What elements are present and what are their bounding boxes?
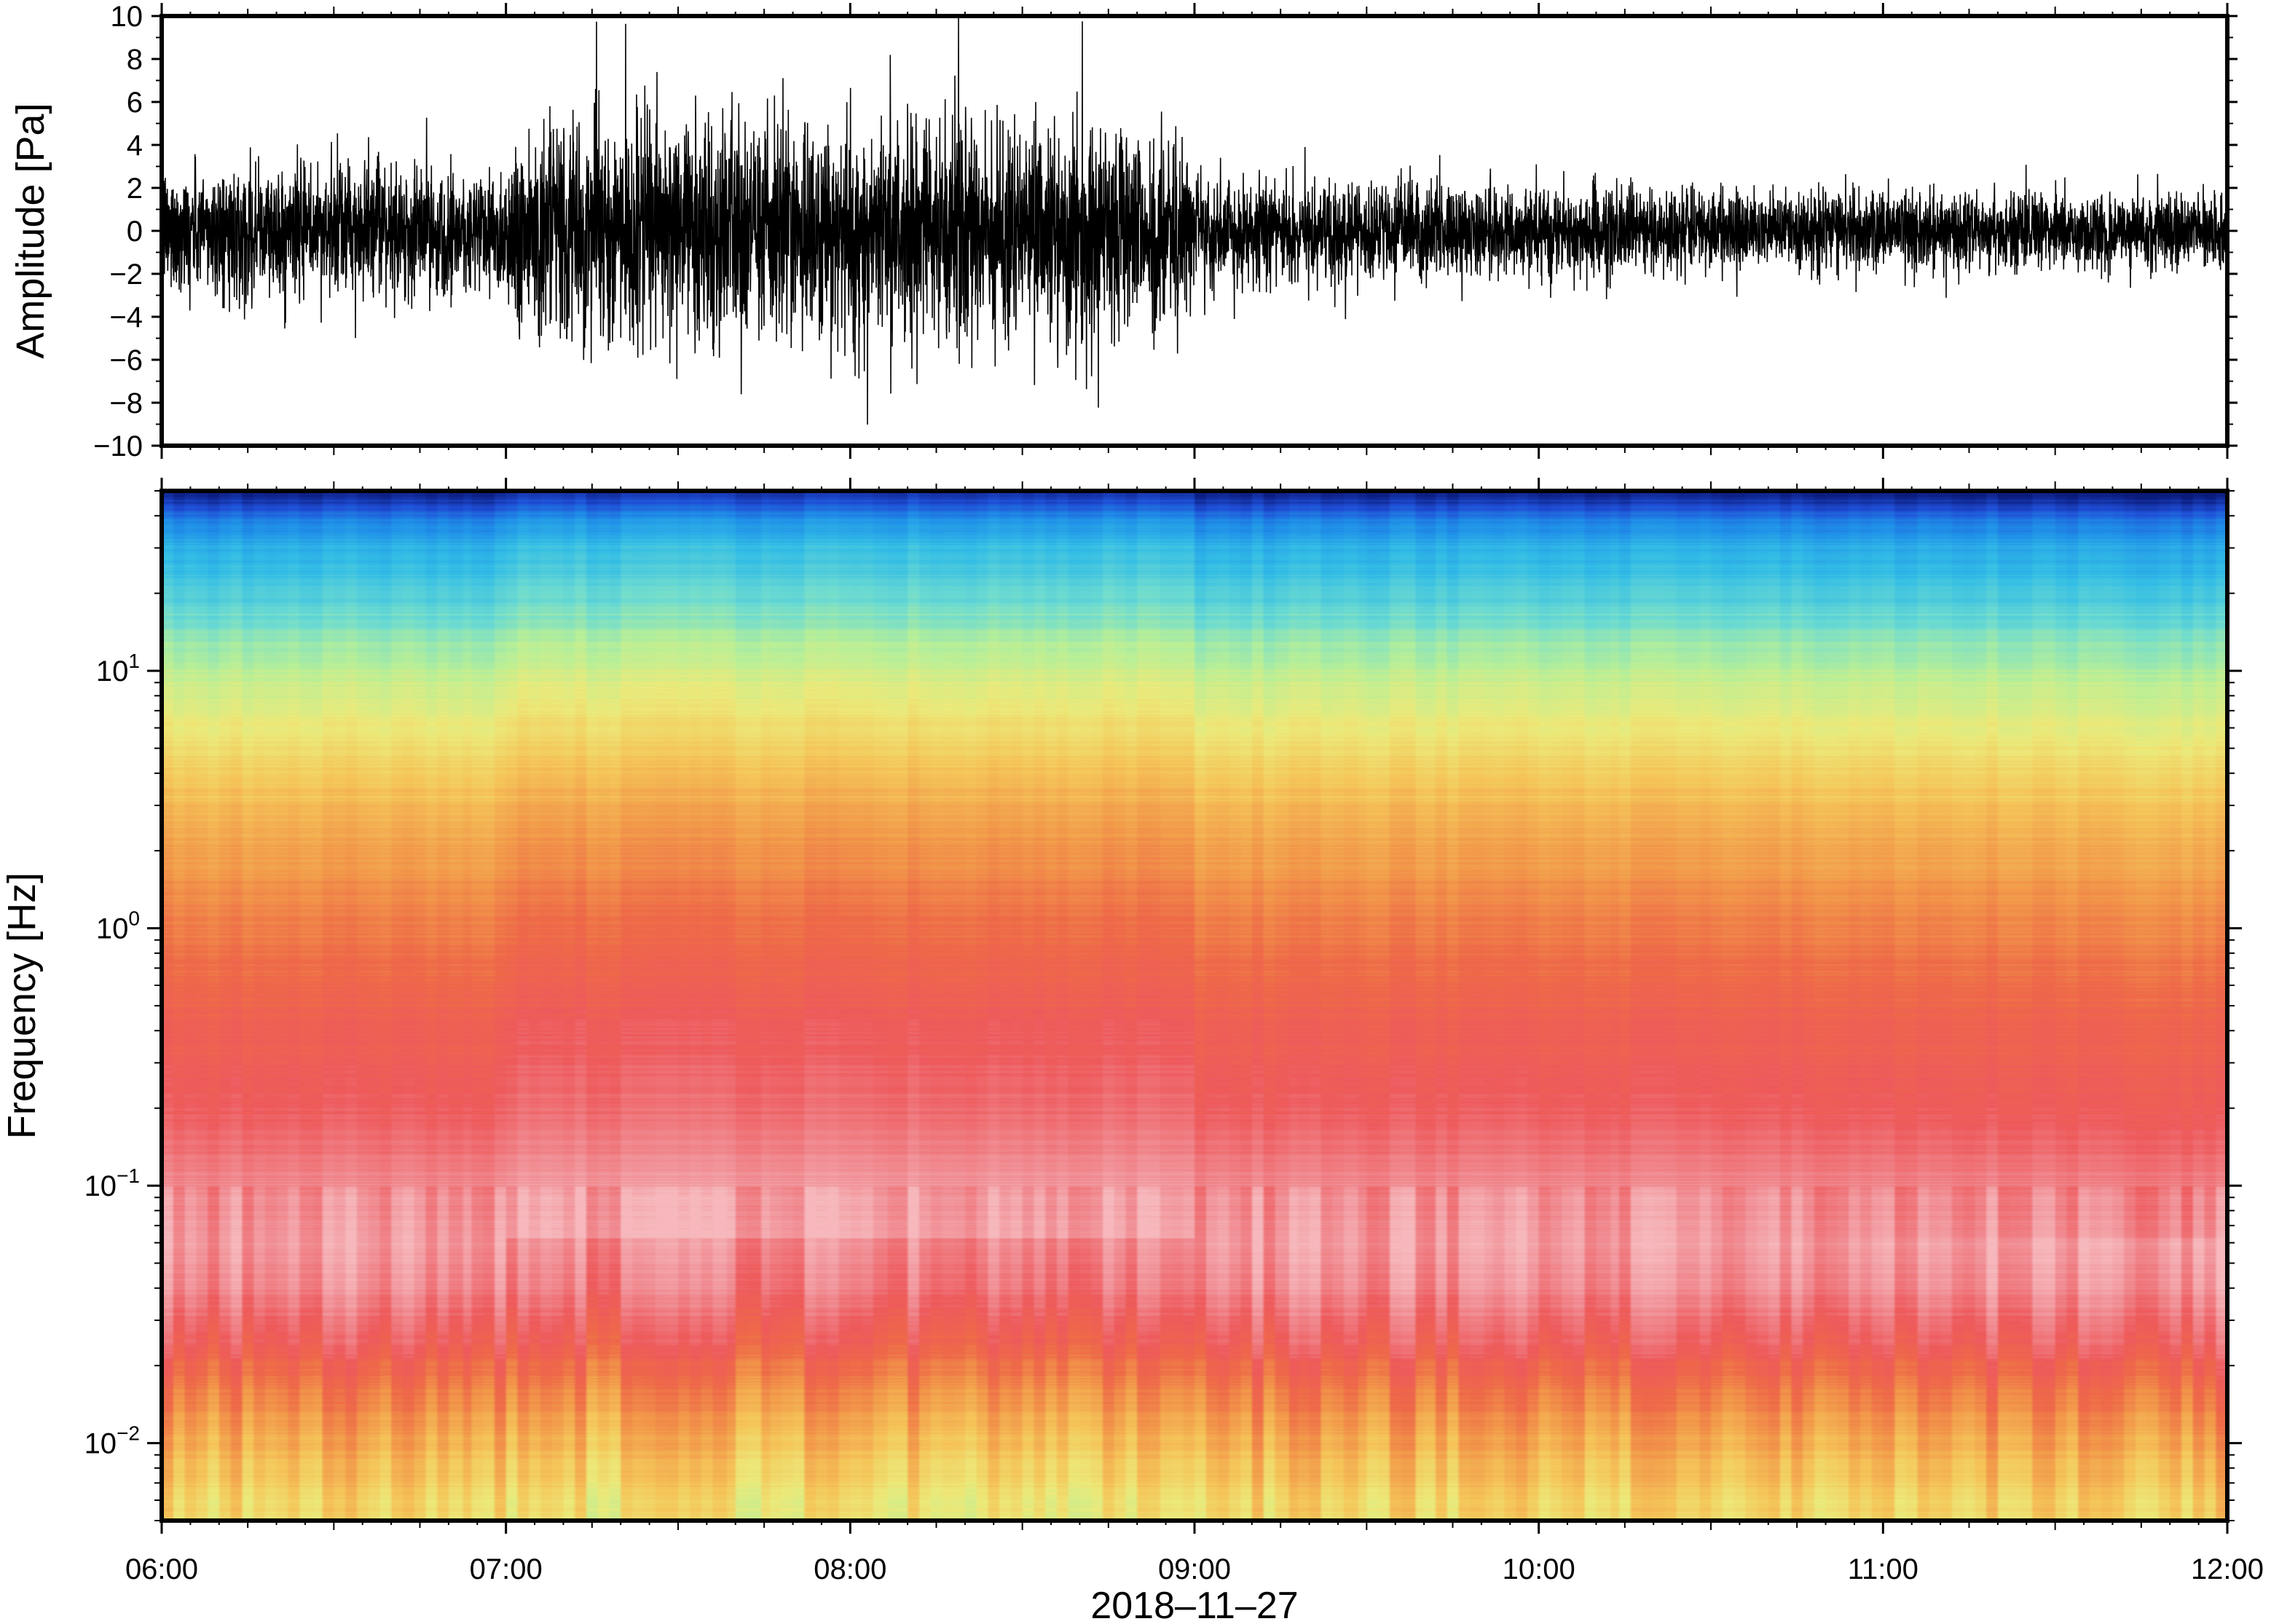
frequency-axis-label: Frequency [Hz] bbox=[0, 872, 44, 1139]
amplitude-tick-label: 6 bbox=[127, 87, 143, 119]
spectrogram-panel: 101 100 10−1 10−2 06:00 07:00 08:00 09:00 10:00 1… bbox=[0, 478, 2264, 1624]
amplitude-tick-label: −10 bbox=[93, 430, 143, 462]
time-tick-label: 10:00 bbox=[1503, 1553, 1575, 1585]
frequency-tick-label: 10−1 bbox=[84, 1164, 140, 1202]
date-axis-label: 2018–11–27 bbox=[1090, 1585, 1298, 1624]
time-tick-label: 09:00 bbox=[1158, 1553, 1231, 1585]
spectrogram-frame bbox=[160, 489, 2229, 1523]
amplitude-tick-label: −4 bbox=[109, 301, 143, 334]
time-tick-label: 06:00 bbox=[125, 1553, 198, 1585]
waveform-trace bbox=[162, 16, 2227, 425]
amplitude-tick-label: 4 bbox=[127, 130, 143, 162]
time-tick-label: 08:00 bbox=[814, 1553, 886, 1585]
frequency-tick-label: 100 bbox=[96, 907, 140, 945]
amplitude-tick-label: −2 bbox=[109, 259, 143, 291]
amplitude-tick-label: 8 bbox=[127, 44, 143, 76]
spectrogram-heatmap bbox=[162, 491, 2227, 1521]
amplitude-panel: 10 8 6 4 2 0 −2 −4 −6 −8 −10 Amplitude [Pa] bbox=[9, 1, 2237, 462]
time-tick-label: 11:00 bbox=[1848, 1553, 1918, 1585]
amplitude-tick-label: −8 bbox=[109, 387, 143, 419]
amplitude-tick-label: −6 bbox=[109, 344, 143, 377]
time-tick-label: 12:00 bbox=[2191, 1553, 2264, 1585]
amplitude-tick-label: 0 bbox=[127, 216, 143, 248]
amplitude-tick-label: 2 bbox=[127, 173, 143, 205]
time-tick-label: 07:00 bbox=[470, 1553, 543, 1585]
frequency-tick-label: 101 bbox=[96, 650, 140, 687]
frequency-tick-label: 10−2 bbox=[84, 1422, 140, 1460]
amplitude-tick-label: 10 bbox=[111, 1, 143, 33]
amplitude-axis-label: Amplitude [Pa] bbox=[9, 103, 52, 358]
amplitude-frame bbox=[160, 14, 2229, 448]
